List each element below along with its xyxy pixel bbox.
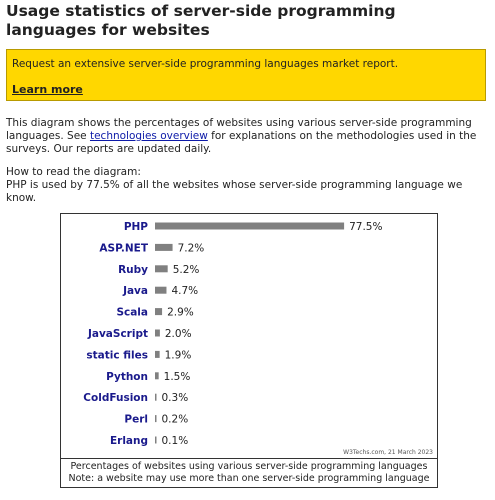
category-label[interactable]: PHP bbox=[124, 221, 148, 233]
value-label: 4.7% bbox=[171, 285, 198, 297]
value-label: 5.2% bbox=[173, 264, 200, 276]
category-label[interactable]: Scala bbox=[116, 307, 148, 319]
value-label: 0.3% bbox=[162, 392, 189, 404]
how-to-read-text: PHP is used by 77.5% of all the websites… bbox=[6, 179, 463, 204]
chart-caption: Percentages of websites using various se… bbox=[60, 458, 438, 488]
category-label[interactable]: ASP.NET bbox=[99, 242, 148, 254]
intro-paragraph: This diagram shows the percentages of we… bbox=[6, 117, 490, 156]
technologies-overview-link[interactable]: technologies overview bbox=[89, 130, 208, 142]
bar bbox=[155, 415, 157, 423]
category-label[interactable]: Erlang bbox=[110, 435, 148, 447]
value-label: 77.5% bbox=[349, 221, 382, 233]
bar bbox=[155, 265, 168, 273]
bar bbox=[155, 372, 159, 380]
category-label[interactable]: Perl bbox=[124, 414, 148, 426]
market-report-banner: Request an extensive server-side program… bbox=[6, 49, 486, 101]
value-label: 1.9% bbox=[165, 349, 192, 361]
caption-line-2: Note: a website may use more than one se… bbox=[68, 473, 430, 484]
how-to-read-heading: How to read the diagram: bbox=[6, 166, 141, 178]
page-title: Usage statistics of server-side programm… bbox=[6, 2, 396, 39]
value-label: 2.9% bbox=[167, 307, 194, 319]
intro-text-1: This diagram shows the percentages of we… bbox=[6, 117, 472, 142]
bar bbox=[155, 222, 345, 230]
chart-source: W3Techs.com, 21 March 2023 bbox=[343, 449, 433, 456]
category-label[interactable]: JavaScript bbox=[87, 328, 148, 340]
bar bbox=[155, 436, 157, 444]
intro-text-2: for explanations on the methodologies us… bbox=[6, 130, 477, 155]
category-label[interactable]: static files bbox=[86, 349, 148, 361]
category-label[interactable]: ColdFusion bbox=[83, 392, 148, 404]
category-label[interactable]: Ruby bbox=[118, 264, 148, 276]
bar bbox=[155, 393, 157, 401]
banner-message: Request an extensive server-side program… bbox=[12, 58, 399, 70]
bar bbox=[155, 329, 160, 337]
bar-chart: PHP 77.5% ASP.NET 7.2% Ruby 5.2% Java 4.7% Scala… bbox=[83, 221, 382, 447]
value-label: 0.1% bbox=[162, 435, 189, 447]
chart-container: PHP 77.5% ASP.NET 7.2% Ruby 5.2% Java 4.7% Scala… bbox=[60, 213, 438, 459]
category-label[interactable]: Java bbox=[122, 285, 148, 297]
bar bbox=[155, 350, 160, 358]
value-label: 2.0% bbox=[165, 328, 192, 340]
bar bbox=[155, 243, 173, 251]
bar bbox=[155, 308, 163, 316]
bar bbox=[155, 286, 167, 294]
caption-line-1: Percentages of websites using various se… bbox=[70, 461, 428, 472]
learn-more-link[interactable]: Learn more bbox=[12, 83, 83, 96]
value-label: 7.2% bbox=[178, 242, 205, 254]
value-label: 0.2% bbox=[162, 414, 189, 426]
value-label: 1.5% bbox=[164, 371, 191, 383]
category-label[interactable]: Python bbox=[106, 371, 148, 383]
